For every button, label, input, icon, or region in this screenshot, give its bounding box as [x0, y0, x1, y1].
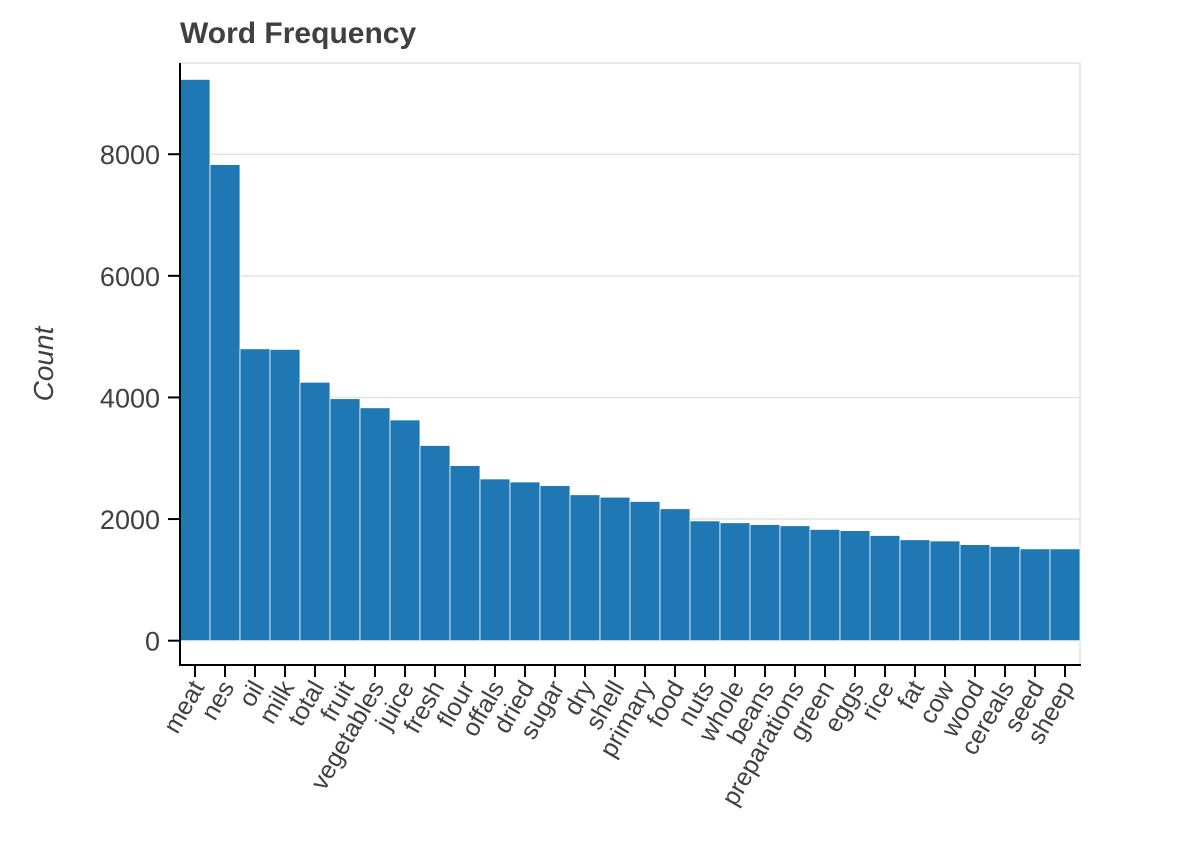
y-tick-label: 8000 [100, 140, 160, 170]
y-tick-label: 0 [145, 627, 160, 657]
bar-rice [869, 535, 901, 642]
bar-nes [209, 164, 241, 642]
bar-whole [719, 522, 751, 642]
bar-shell [599, 496, 631, 642]
bar-total [299, 381, 331, 642]
bar-beans [749, 524, 781, 642]
bar-green [809, 528, 841, 642]
bar-seed [1019, 548, 1051, 642]
chart-title: Word Frequency [180, 17, 416, 50]
bar-flour [449, 465, 481, 642]
axes [179, 63, 1081, 666]
bar-nuts [689, 520, 721, 642]
y-tick-label: 2000 [100, 505, 160, 535]
bar-juice [389, 419, 421, 642]
bar-vegetables [359, 407, 391, 642]
bar-oil [239, 348, 271, 642]
bar-wood [959, 544, 991, 642]
bar-meat [179, 79, 211, 642]
bar-cereals [989, 546, 1021, 642]
bar-fresh [419, 445, 451, 642]
bar-sugar [539, 485, 571, 642]
bar-dry [569, 494, 601, 642]
bar-dried [509, 481, 541, 642]
bar-eggs [839, 530, 871, 642]
bar-fruit [329, 398, 361, 642]
bar-cow [929, 540, 961, 642]
y-tick-label: 4000 [100, 383, 160, 413]
bar-primary [629, 501, 661, 642]
bar-preparations [779, 525, 811, 642]
bars [179, 79, 1081, 642]
bar-offals [479, 478, 511, 642]
bar-milk [269, 349, 301, 642]
bar-fat [899, 539, 931, 642]
y-axis-label: Count [28, 325, 59, 401]
bar-food [659, 508, 691, 642]
y-tick-label: 6000 [100, 262, 160, 292]
y-ticks: 0 2000 4000 6000 8000 [100, 140, 180, 657]
bar-sheep [1049, 548, 1081, 642]
